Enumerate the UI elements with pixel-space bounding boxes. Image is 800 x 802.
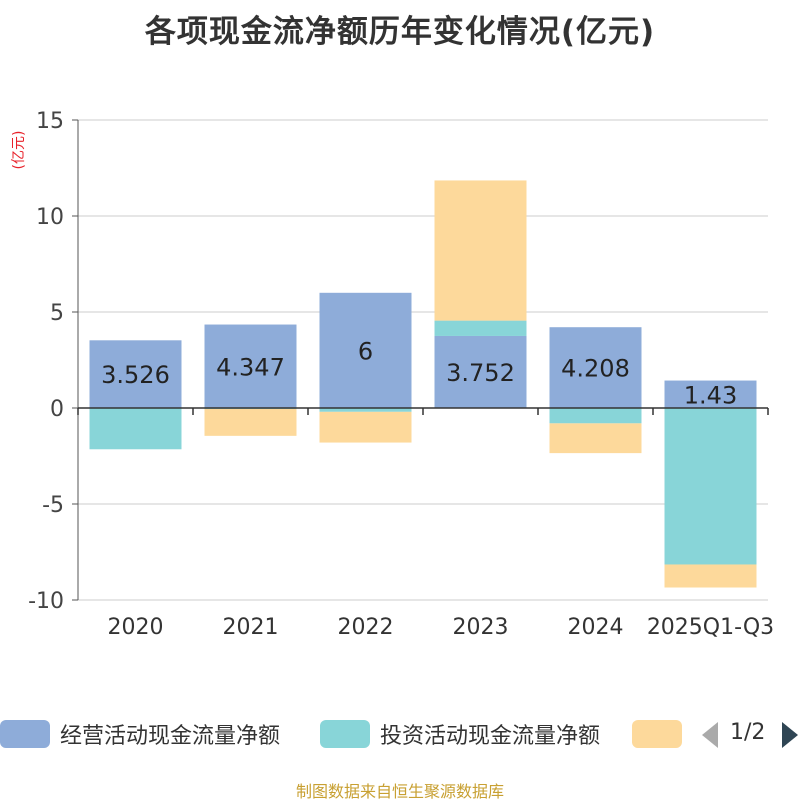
bar-2-2020 xyxy=(89,408,182,450)
y-tick-label: -5 xyxy=(42,493,64,518)
legend-page-indicator: 1/2 xyxy=(730,720,766,745)
data-label: 1.43 xyxy=(684,381,737,409)
x-tick-label: 2024 xyxy=(568,615,624,640)
bar-2-2025Q1-Q3 xyxy=(664,408,757,565)
bar-2-2022 xyxy=(319,408,412,412)
bar-1-2020 xyxy=(89,340,182,408)
y-tick-label: -10 xyxy=(28,589,64,614)
y-tick-label: 5 xyxy=(50,301,64,326)
legend-swatch-operating xyxy=(0,720,50,748)
legend-swatch-investing xyxy=(320,720,370,748)
bar-1-2022 xyxy=(319,292,412,408)
legend: 经营活动现金流量净额 投资活动现金流量净额 1/2 xyxy=(0,712,800,756)
legend-prev-page-icon[interactable] xyxy=(702,722,718,748)
data-label: 3.526 xyxy=(101,361,170,389)
y-tick-label: 15 xyxy=(36,109,64,134)
data-label: 6 xyxy=(358,337,373,365)
legend-item-third[interactable] xyxy=(632,712,682,756)
legend-item-operating[interactable]: 经营活动现金流量净额 xyxy=(0,712,280,756)
bar-1-2025Q1-Q3 xyxy=(664,380,757,408)
legend-item-investing[interactable]: 投资活动现金流量净额 xyxy=(320,712,600,756)
bar-2-2023 xyxy=(434,320,527,336)
bar-2-2024 xyxy=(549,408,642,424)
bar-3-2024 xyxy=(549,423,642,454)
legend-next-page-icon[interactable] xyxy=(782,722,798,748)
bar-1-2024 xyxy=(549,327,642,408)
chart-canvas: 15 10 5 0 -5 -10 3.526 4.347 6 3.752 4.208 1.43 2020… xyxy=(28,109,774,640)
bar-1-2021 xyxy=(204,324,297,408)
bar-3-2021 xyxy=(204,408,297,436)
legend-swatch-third xyxy=(632,720,682,748)
legend-label-investing: 投资活动现金流量净额 xyxy=(380,724,601,749)
y-tick-label: 10 xyxy=(36,205,64,230)
data-label: 3.752 xyxy=(446,359,515,387)
bar-3-2025Q1-Q3 xyxy=(664,564,757,588)
bar-3-2022 xyxy=(319,411,412,443)
x-tick-label: 2023 xyxy=(453,615,509,640)
data-label: 4.347 xyxy=(216,353,285,381)
bar-1-2023 xyxy=(434,335,527,408)
x-tick-label: 2020 xyxy=(108,615,164,640)
x-tick-label: 2022 xyxy=(338,615,394,640)
chart-title: 各项现金流净额历年变化情况(亿元) xyxy=(144,14,656,50)
x-tick-label: 2021 xyxy=(223,615,279,640)
x-tick-label: 2025Q1-Q3 xyxy=(647,615,774,640)
data-source-note: 制图数据来自恒生聚源数据库 xyxy=(295,782,504,801)
legend-label-operating: 经营活动现金流量净额 xyxy=(60,724,281,749)
data-label: 4.208 xyxy=(561,355,630,383)
bar-3-2023 xyxy=(434,180,527,321)
y-tick-label: 0 xyxy=(50,397,64,422)
